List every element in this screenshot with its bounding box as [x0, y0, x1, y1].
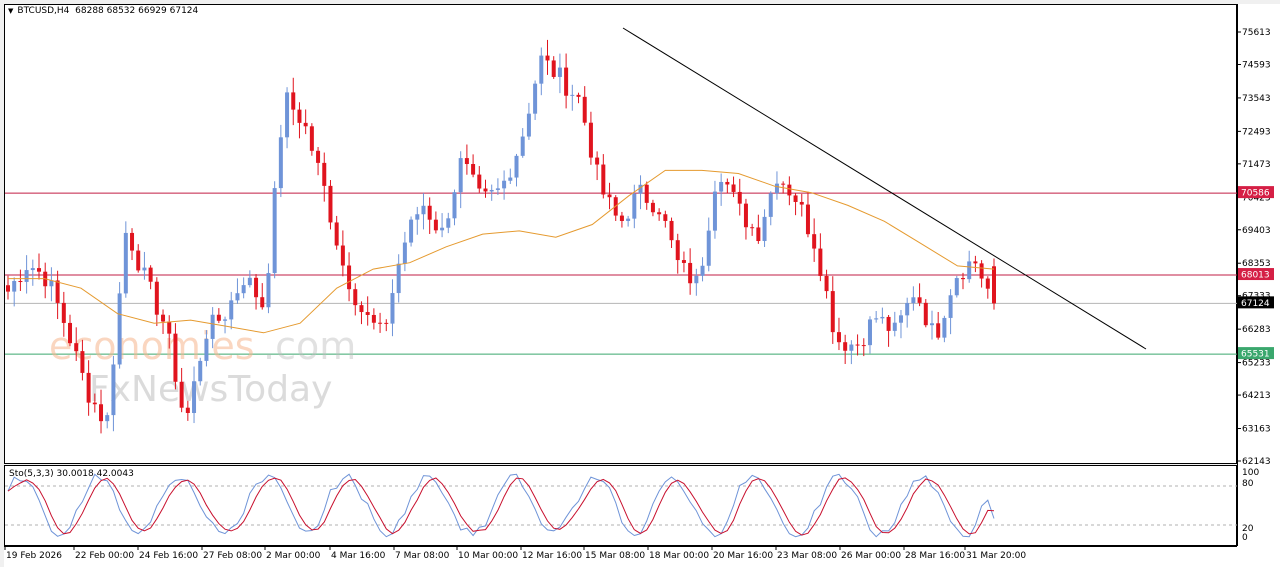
price-tick-label: 62143 — [1242, 457, 1271, 467]
price-tick-label: 73543 — [1242, 94, 1271, 104]
time-tick-label: 23 Mar 08:00 — [777, 551, 837, 561]
stochastic-level-label: 0 — [1242, 533, 1248, 543]
price-tick-label: 64213 — [1242, 391, 1271, 401]
candles — [6, 39, 996, 434]
price-tag-current: 67124 — [1238, 296, 1274, 309]
time-tick-label: 7 Mar 08:00 — [395, 551, 450, 561]
svg-text:FxNewsToday: FxNewsToday — [89, 369, 332, 410]
time-tick-label: 2 Mar 00:00 — [266, 551, 321, 561]
time-tick-label: 26 Mar 00:00 — [841, 551, 901, 561]
price-tag-resistance-lower: 68013 — [1238, 268, 1274, 281]
svg-text:economies: economies — [49, 324, 255, 368]
stochastic-level-label: 20 — [1242, 524, 1254, 534]
stochastic-chart — [5, 473, 1238, 538]
price-tick-label: 75613 — [1242, 28, 1271, 38]
time-tick-label: 24 Feb 16:00 — [139, 551, 198, 561]
time-tick-label: 22 Feb 00:00 — [75, 551, 134, 561]
price-tick-label: 72493 — [1242, 127, 1271, 137]
time-tick-label: 20 Mar 16:00 — [713, 551, 773, 561]
time-axis[interactable]: 19 Feb 2026 22 Feb 00:00 24 Feb 16:00 27 Fe… — [4, 546, 1280, 567]
time-tick-label: 12 Mar 16:00 — [522, 551, 582, 561]
svg-text:67124: 67124 — [1241, 299, 1270, 309]
triangle-down-icon[interactable]: ▼ — [8, 7, 14, 15]
descending-trendline[interactable] — [622, 27, 1147, 350]
price-axis-scale: 75613 74593 73543 72493 71473 70423 69403 68353… — [1237, 4, 1274, 546]
svg-text:70586: 70586 — [1241, 189, 1270, 199]
price-tick-label: 66283 — [1242, 325, 1271, 335]
time-tick-label: 4 Mar 16:00 — [331, 551, 386, 561]
price-tick-label: 70423 — [1242, 193, 1271, 203]
price-tick-label: 71473 — [1242, 160, 1271, 170]
stochastic-main-line — [7, 473, 995, 538]
symbol-timeframe: BTCUSD,H4 — [17, 6, 70, 16]
time-tick-label: 19 Feb 2026 — [6, 551, 62, 561]
time-axis-scale: 19 Feb 2026 22 Feb 00:00 24 Feb 16:00 27 Fe… — [4, 546, 1237, 561]
stochastic-panel[interactable] — [4, 465, 1238, 546]
time-tick-label: 18 Mar 00:00 — [649, 551, 709, 561]
ohlc-values: 68288 68532 66929 67124 — [75, 6, 199, 16]
stochastic-level-label: 100 — [1242, 468, 1259, 478]
price-tick-label: 65233 — [1242, 359, 1271, 369]
stochastic-level-label: 80 — [1242, 479, 1254, 489]
moving-average-line — [8, 169, 995, 334]
price-tag-support: 65531 — [1238, 347, 1274, 360]
time-tick-label: 31 Mar 20:00 — [966, 551, 1026, 561]
price-tick-label: 63163 — [1242, 425, 1271, 435]
time-tick-label: 15 Mar 08:00 — [585, 551, 645, 561]
main-price-panel[interactable]: economies .com FxNewsToday — [4, 4, 1238, 464]
price-axis[interactable]: 75613 74593 73543 72493 71473 70423 69403 68353… — [1237, 4, 1280, 546]
svg-text:65531: 65531 — [1241, 350, 1270, 360]
time-tick-label: 28 Mar 16:00 — [905, 551, 965, 561]
stochastic-label: Sto(5,3,3) 30.0018 42.0043 — [9, 469, 134, 479]
time-tick-label: 27 Feb 08:00 — [203, 551, 262, 561]
price-tick-label: 74593 — [1242, 60, 1271, 70]
symbol-header[interactable]: ▼ BTCUSD,H4 68288 68532 66929 67124 — [8, 6, 198, 16]
price-tag-resistance-upper: 70586 — [1238, 186, 1274, 199]
price-tick-label: 69403 — [1242, 226, 1271, 236]
time-tick-label: 10 Mar 00:00 — [458, 551, 518, 561]
stochastic-signal-line — [7, 477, 995, 536]
svg-text:68013: 68013 — [1241, 271, 1270, 281]
price-tick-label: 68353 — [1242, 259, 1271, 269]
svg-text:.com: .com — [263, 324, 356, 368]
